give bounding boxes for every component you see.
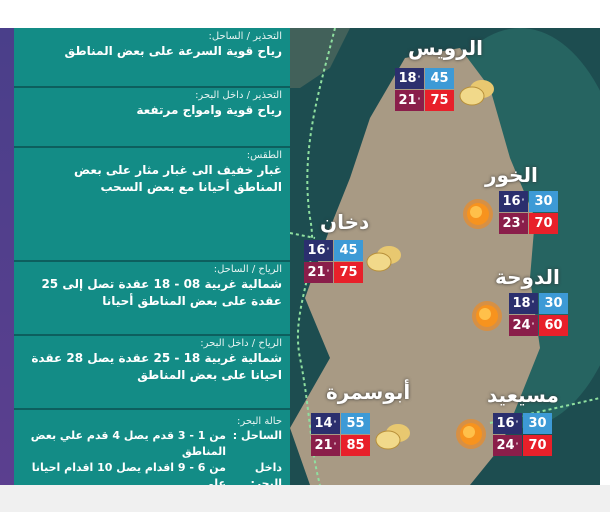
station-box-abu-samra: 14 ° 55 21 ° 85 — [311, 413, 370, 456]
max-humidity: 70 — [529, 213, 558, 234]
sun-icon — [472, 301, 502, 331]
min-temp: 16 ° — [493, 413, 522, 434]
min-humidity: 30 — [539, 293, 568, 314]
section-body: رياح قوية وامواج مرتفعة — [136, 103, 282, 117]
section-title: الرياح / داخل البحر: — [200, 338, 282, 349]
max-temp: 21 ° — [311, 435, 340, 456]
max-humidity: 85 — [341, 435, 370, 456]
max-humidity: 70 — [523, 435, 552, 456]
max-humidity: 75 — [425, 90, 454, 111]
min-temp: 18 ° — [395, 68, 424, 89]
partly-cloudy-icon — [375, 424, 410, 450]
warning-coast-section: التحذير / الساحل: رياح قوية السرعة على ب… — [14, 28, 290, 88]
min-temp: 14 ° — [311, 413, 340, 434]
min-temp: 16 ° — [304, 240, 333, 261]
max-temp: 24 ° — [509, 315, 538, 336]
weather-forecast-graphic: التحذير / الساحل: رياح قوية السرعة على ب… — [0, 28, 600, 485]
sun-icon — [456, 419, 486, 449]
station-box-dukhan: 16 ° 45 21 ° 75 — [304, 240, 363, 283]
min-temp: 16 ° — [499, 191, 528, 212]
qatar-map: الرويس 18 ° 45 21 ° 75 الخور 16 ° 30 23 ° 70… — [290, 28, 600, 485]
station-name-doha: الدوحة — [495, 265, 560, 289]
wind-sea-section: الرياح / داخل البحر: شمالية غربية 18 - 2… — [14, 336, 290, 410]
coast-value: من 1 - 3 قدم يصل 4 قدم علي بعض المناطق — [30, 429, 226, 458]
min-temp: 18 ° — [509, 293, 538, 314]
min-humidity: 45 — [334, 240, 363, 261]
coast-label: الساحل : — [232, 429, 282, 442]
section-body: رياح قوية السرعة على بعض المناطق — [64, 44, 282, 58]
partly-cloudy-icon — [366, 246, 401, 272]
station-box-ruwais: 18 ° 45 21 ° 75 — [395, 68, 454, 111]
section-body: شمالية غربية 18 - 25 عقدة يصل 28 عقدة اح… — [31, 351, 282, 382]
section-body: شمالية غربية 08 - 18 عقدة تصل إلى 25 عقد… — [41, 277, 282, 308]
max-temp: 23 ° — [499, 213, 528, 234]
station-box-khor: 16 ° 30 23 ° 70 — [499, 191, 558, 234]
section-title: التحذير / داخل البحر: — [195, 90, 282, 101]
station-name-ruwais: الرويس — [408, 36, 484, 60]
section-title: الطقس: — [246, 150, 282, 161]
side-strip — [0, 28, 14, 485]
bottom-margin — [0, 485, 610, 512]
station-name-mesaieed: مسيعيد — [487, 383, 559, 407]
section-body: غبار خفيف الى غبار مثار على بعض المناطق … — [74, 163, 282, 194]
station-name-abu-samra: أبوسمرة — [326, 380, 411, 404]
sun-icon — [463, 199, 493, 229]
min-humidity: 45 — [425, 68, 454, 89]
offshore-value: من 6 - 9 اقدام يصل 10 اقدام احيانا على — [31, 461, 226, 485]
section-title: التحذير / الساحل: — [208, 31, 283, 42]
weather-section: الطقس: غبار خفيف الى غبار مثار على بعض ا… — [14, 148, 290, 262]
max-temp: 24 ° — [493, 435, 522, 456]
station-box-mesaieed: 16 ° 30 24 ° 70 — [493, 413, 552, 456]
partly-cloudy-icon — [459, 80, 494, 106]
max-humidity: 75 — [334, 262, 363, 283]
min-humidity: 55 — [341, 413, 370, 434]
min-humidity: 30 — [529, 191, 558, 212]
section-title: الرياح / الساحل: — [213, 264, 282, 275]
station-name-dukhan: دخان — [320, 210, 370, 234]
sea-state-section: حالة البحر: الساحل : من 1 - 3 قدم يصل 4 ق… — [14, 410, 290, 485]
max-humidity: 60 — [539, 315, 568, 336]
station-box-doha: 18 ° 30 24 ° 60 — [509, 293, 568, 336]
warning-sea-section: التحذير / داخل البحر: رياح قوية وامواج م… — [14, 88, 290, 148]
max-temp: 21 ° — [304, 262, 333, 283]
wind-coast-section: الرياح / الساحل: شمالية غربية 08 - 18 عق… — [14, 262, 290, 336]
section-title: حالة البحر: — [237, 416, 282, 427]
forecast-text-panel: التحذير / الساحل: رياح قوية السرعة على ب… — [14, 28, 290, 485]
station-name-khor: الخور — [485, 163, 538, 187]
min-humidity: 30 — [523, 413, 552, 434]
max-temp: 21 ° — [395, 90, 424, 111]
offshore-label: داخل البحر: — [250, 461, 282, 485]
